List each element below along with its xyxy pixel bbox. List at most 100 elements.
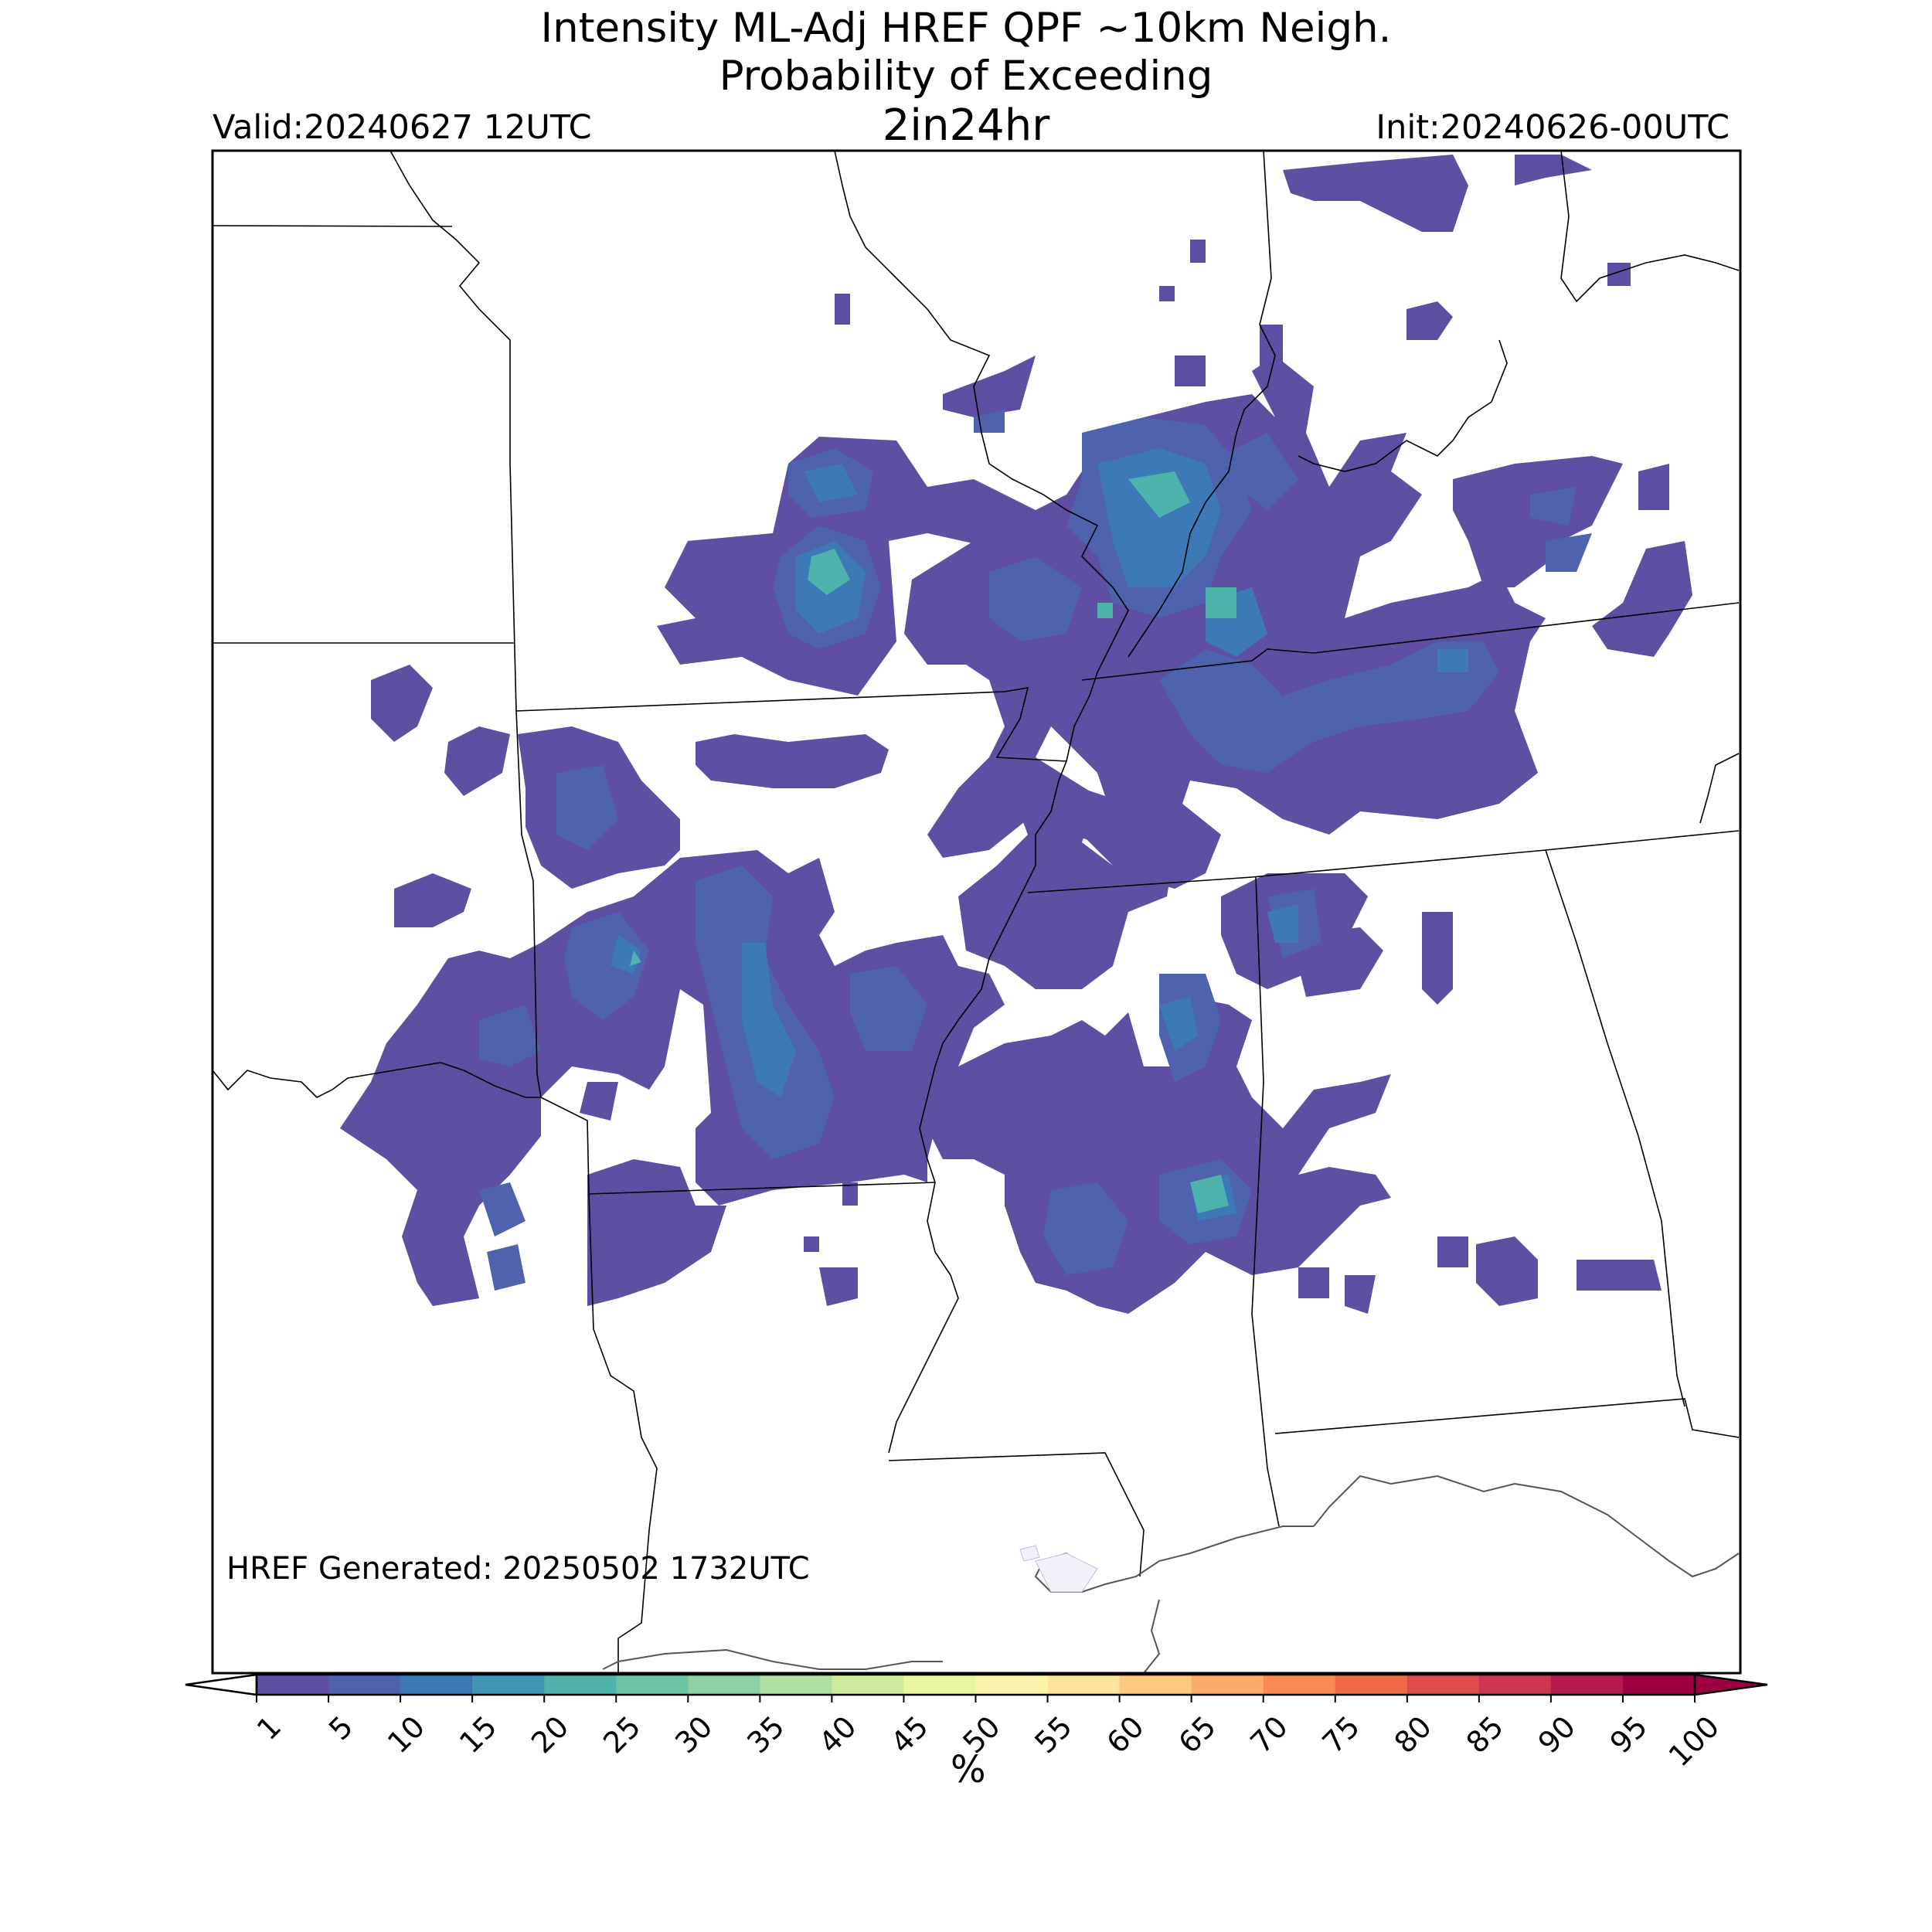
border-ms-la [888, 1182, 959, 1454]
prob-area-ohio-dot [1607, 263, 1631, 286]
prob-core-tx-3 [479, 1182, 526, 1236]
prob-area-ohio-ne [1515, 155, 1592, 185]
colorbar-tick-label: 1 [250, 1709, 287, 1747]
prob-layer-15-25 [630, 471, 1236, 1213]
border-ohio-river-ky [1298, 339, 1508, 472]
border-sabine [588, 1193, 658, 1673]
prob-mid-ar [742, 943, 796, 1097]
prob-core-tx-n [564, 912, 649, 1020]
prob-area-ga-east [1577, 1260, 1662, 1291]
prob-hi-il-2 [1206, 587, 1236, 618]
prob-area-il-dot [1175, 355, 1206, 386]
prob-area-ga-blob [1476, 1236, 1538, 1306]
valid-time-label: Valid:20240627 12UTC [213, 108, 592, 147]
coast-delta [1143, 1599, 1161, 1674]
prob-core-small [974, 410, 1005, 433]
prob-area-indiana-dot [1406, 301, 1453, 340]
border-ms-al [1251, 876, 1280, 1527]
colorbar-tick-label: 95 [1604, 1709, 1654, 1760]
colorbar-tick-label: 45 [884, 1709, 934, 1760]
prob-hi-nw [808, 549, 850, 595]
prob-area-sw-gap-edge [580, 1082, 618, 1121]
prob-core-ky-e [1546, 533, 1592, 572]
colorbar-tick-label: 25 [597, 1709, 647, 1760]
prob-area-ga-dot [1437, 1236, 1468, 1267]
colorbar-segment [1047, 1675, 1121, 1695]
colorbar-segment [328, 1675, 401, 1695]
lake-maurepas [1019, 1545, 1040, 1562]
colorbar-under-arrow [185, 1673, 258, 1696]
border-al-ga [1545, 849, 1685, 1407]
border-la-ms-south [888, 1452, 1145, 1577]
prob-core-ms-s [1043, 1182, 1128, 1275]
generated-timestamp: HREF Generated: 20250502 1732UTC [226, 1551, 810, 1587]
prob-area-ms-dot-3 [804, 1236, 819, 1252]
colorbar-segment [257, 1675, 329, 1695]
border-oh-wv [1560, 150, 1740, 303]
colorbar-segment [903, 1675, 977, 1695]
colorbar-tick-label: 70 [1244, 1709, 1294, 1760]
prob-area-ohio-north [1283, 155, 1468, 232]
prob-area-band-west [696, 734, 889, 788]
colorbar-tick-label: 85 [1460, 1709, 1510, 1760]
colorbar-segments [257, 1675, 1696, 1695]
border-missouri-river [389, 150, 517, 712]
border-mo-ar [515, 687, 1067, 762]
border-il-in [1128, 150, 1276, 658]
prob-area-mo-dot [835, 294, 850, 325]
prob-area-ky-va [1592, 541, 1692, 657]
prob-area-georgia-strip [1422, 912, 1453, 1005]
colorbar-segment [1622, 1675, 1696, 1695]
title-threshold: 2in24hr [882, 100, 1050, 151]
prob-hi-il [1128, 471, 1190, 518]
border-tx-la [540, 1097, 936, 1195]
prob-area-far-west-1 [371, 665, 433, 742]
border-al-fl [1274, 1398, 1740, 1438]
border-tn-ms-al [1027, 830, 1740, 893]
init-time-label: Init:20240626-00UTC [1376, 108, 1730, 147]
prob-hi-al [1190, 1175, 1229, 1213]
border-ok-ar-west [515, 710, 542, 1098]
colorbar-tick-label: 5 [322, 1709, 359, 1747]
colorbar-tick-label: 75 [1316, 1709, 1366, 1760]
colorbar-tick-label: 10 [381, 1709, 431, 1760]
state-borders [212, 150, 1740, 1673]
prob-area-al-dot [1252, 1213, 1283, 1260]
coast-la-west [602, 1648, 943, 1670]
prob-core-tx-4 [487, 1244, 526, 1291]
colorbar-tick-label: 35 [740, 1709, 791, 1760]
prob-core-ky-e2 [1530, 487, 1577, 526]
prob-area-ms-dot-2 [819, 1267, 858, 1306]
colorbar-unit-label: % [951, 1748, 986, 1791]
lake-pontchartrain [1035, 1553, 1098, 1593]
colorbar-segment [975, 1675, 1049, 1695]
prob-area-far-west-2 [444, 726, 510, 796]
border-mississippi-river [834, 150, 1129, 1183]
colorbar-segment [1550, 1675, 1624, 1695]
colorbar-segment [1263, 1675, 1336, 1695]
prob-area-il-dot-2 [1190, 240, 1206, 263]
colorbar-tick-label: 40 [812, 1709, 862, 1760]
colorbar-tick-label: 15 [453, 1709, 503, 1760]
colorbar-segment [616, 1675, 689, 1695]
colorbar-tick-label: 55 [1028, 1709, 1078, 1760]
colorbar-segment [1406, 1675, 1480, 1695]
prob-core-mo-e [989, 556, 1082, 641]
colorbar-tick-label: 100 [1662, 1709, 1726, 1773]
prob-core-in [1206, 433, 1298, 510]
prob-mid-nw-2 [804, 464, 858, 502]
colorbar-tick-label: 65 [1172, 1709, 1223, 1760]
prob-core-ok [556, 765, 618, 850]
colorbar-ticks: 1 5 10 15 20 25 30 35 40 45 50 55 60 65 70 75 80 85 90 95 10… [250, 1695, 1726, 1773]
colorbar-segment [472, 1675, 545, 1695]
prob-area-kentucky-east-2 [1638, 464, 1669, 510]
border-nc-va [1699, 753, 1740, 824]
colorbar-segment [544, 1675, 617, 1695]
colorbar-segment [400, 1675, 473, 1695]
map-frame [211, 149, 1742, 1675]
prob-core-tn [1159, 641, 1499, 773]
colorbar-tick-label: 80 [1388, 1709, 1438, 1760]
prob-area-southwest [340, 850, 1005, 1306]
prob-area-kentucky-east [1453, 456, 1623, 587]
prob-area-il-dot-3 [1159, 286, 1175, 301]
